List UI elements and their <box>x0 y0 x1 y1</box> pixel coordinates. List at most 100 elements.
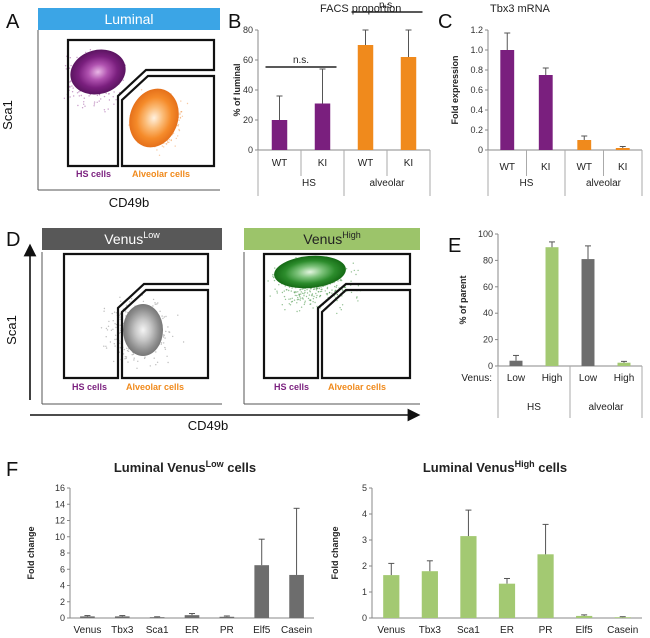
facs-dot <box>93 103 96 105</box>
facs-dot <box>159 310 161 312</box>
facs-dot <box>357 269 359 272</box>
y-tick-label: 0 <box>488 361 493 371</box>
facs-dot <box>152 298 155 301</box>
facs-dot <box>140 89 143 91</box>
facs-dot <box>289 298 292 300</box>
panel-a: A Luminal HS cells Alveolar cells Sca1 C… <box>0 8 220 210</box>
venus-high-banner-label: VenusHigh <box>303 230 360 247</box>
facs-dot <box>163 342 165 344</box>
facs-dot <box>133 357 135 359</box>
facs-dot <box>298 294 300 297</box>
facs-dot <box>342 290 344 292</box>
facs-dot <box>119 331 122 334</box>
bar-f2-1 <box>421 571 438 618</box>
facs-dot <box>130 298 133 300</box>
facs-dot <box>126 350 129 352</box>
facs-dot <box>103 95 106 98</box>
facs-dot <box>180 100 182 102</box>
facs-dot <box>300 293 302 295</box>
bar-f2-0 <box>383 575 400 618</box>
facs-dot <box>318 287 320 290</box>
facs-dot <box>112 320 114 322</box>
bar-f1-6 <box>289 574 304 618</box>
bar-b-1 <box>314 103 331 150</box>
category-label: WT <box>358 158 374 169</box>
y-tick-label: 80 <box>243 25 253 35</box>
facs-dot <box>88 95 90 97</box>
facs-dot <box>182 341 185 343</box>
luminal-banner-label: Luminal <box>104 11 153 27</box>
facs-dot <box>76 56 78 59</box>
bar-e-0 <box>509 360 523 366</box>
facs-dot <box>143 357 146 360</box>
facs-dot <box>100 327 103 329</box>
facs-dot <box>105 92 107 95</box>
alveolar-cells-label: Alveolar cells <box>132 169 190 179</box>
facs-dot <box>107 108 109 110</box>
facs-dot <box>303 295 305 297</box>
facs-dot <box>119 312 122 314</box>
facs-dot <box>298 310 301 312</box>
facs-dot <box>326 286 329 289</box>
facs-dot <box>119 342 121 344</box>
facs-dot <box>149 365 151 367</box>
facs-dot <box>304 300 306 302</box>
category-label: Elf5 <box>253 625 271 636</box>
facs-dot <box>298 293 301 296</box>
facs-dot <box>168 331 170 333</box>
facs-dot <box>113 343 116 345</box>
facs-dot <box>356 297 358 299</box>
bar-f2-3 <box>498 583 516 618</box>
facs-dot <box>296 302 298 304</box>
facs-dot <box>274 267 276 269</box>
chart-b-ylabel: % of luminal <box>232 63 242 116</box>
facs-dot <box>69 57 72 59</box>
facs-dot <box>155 351 157 353</box>
facs-dot <box>356 296 358 298</box>
facs-dot <box>69 81 71 83</box>
facs-dot <box>153 357 155 359</box>
facs-dot <box>113 360 115 363</box>
facs-dot <box>179 112 181 114</box>
facs-dot <box>166 355 168 357</box>
bar-c-2 <box>577 140 592 150</box>
facs-dot <box>156 303 158 305</box>
facs-dot <box>68 67 71 69</box>
bar-f1-4 <box>219 616 235 618</box>
facs-dot <box>281 291 284 294</box>
facs-dot <box>72 87 74 89</box>
facs-dot <box>178 129 181 132</box>
facs-dot <box>314 301 316 304</box>
y-tick-label: 100 <box>478 229 493 239</box>
y-tick-label: 2 <box>60 597 65 607</box>
facs-dot <box>154 302 156 304</box>
facs-dot <box>157 302 159 304</box>
facs-dot <box>296 294 298 297</box>
panel-letter-c: C <box>438 11 452 33</box>
y-tick-label: 20 <box>243 115 253 125</box>
facs-dot <box>283 295 286 298</box>
facs-dot <box>122 79 124 82</box>
facs-dot <box>179 113 181 116</box>
facs-dot <box>340 309 342 311</box>
venus-high-alveolar-label: Alveolar cells <box>328 382 386 392</box>
y-tick-label: 0 <box>60 613 65 623</box>
facs-dot <box>93 101 96 103</box>
facs-dot <box>89 93 92 96</box>
facs-dot <box>125 356 128 358</box>
facs-dot <box>336 299 338 302</box>
facs-dot <box>77 104 79 107</box>
facs-dot <box>331 292 333 294</box>
facs-dot <box>133 359 135 361</box>
y-tick-label: 8 <box>60 548 65 558</box>
facs-dot <box>156 149 158 151</box>
facs-dot <box>291 300 294 303</box>
facs-dot <box>301 297 304 299</box>
facs-dot <box>109 341 112 343</box>
facs-dot <box>339 307 341 309</box>
category-label: Tbx3 <box>111 625 134 636</box>
facs-dot <box>272 273 274 276</box>
facs-dot <box>132 353 135 355</box>
facs-dot <box>69 96 71 98</box>
chart-f1-ylabel: Fold change <box>26 526 36 579</box>
